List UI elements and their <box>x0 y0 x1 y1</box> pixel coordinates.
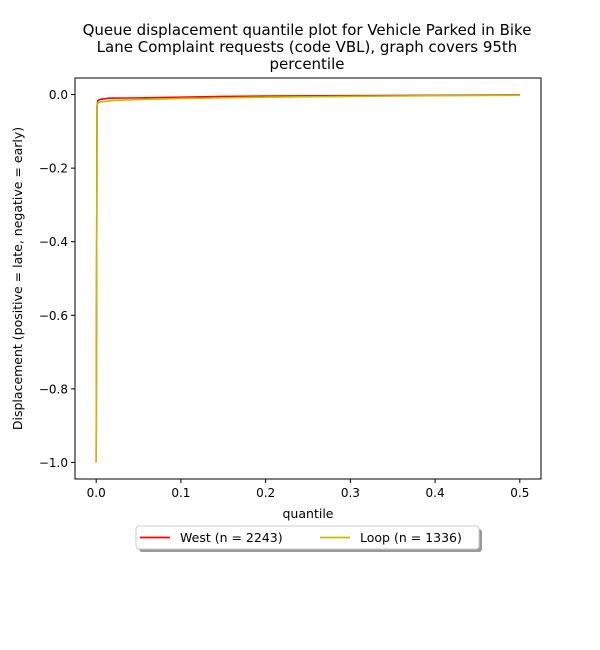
x-axis: 0.0 0.1 0.2 0.3 0.4 0.5 <box>87 479 529 500</box>
x-tick-label: 0.0 <box>87 486 106 500</box>
chart-title-line: Queue displacement quantile plot for Veh… <box>83 21 532 39</box>
y-tick-label: −1.0 <box>39 456 68 470</box>
y-tick-label: −0.4 <box>39 235 68 249</box>
plot-area <box>74 77 542 480</box>
chart-title-line: Lane Complaint requests (code VBL), grap… <box>97 38 518 56</box>
y-tick-label: 0.0 <box>49 88 68 102</box>
legend-box <box>135 525 480 550</box>
x-tick-label: 0.1 <box>171 486 190 500</box>
legend-label: Loop (n = 1336) <box>360 530 462 545</box>
series-line-west <box>95 94 520 463</box>
y-tick-label: −0.6 <box>39 309 68 323</box>
y-tick-label: −0.8 <box>39 382 68 396</box>
series-line-loop <box>95 94 520 463</box>
y-tick-label: −0.2 <box>39 162 68 176</box>
legend-label: West (n = 2243) <box>180 530 283 545</box>
y-axis: 0.0 −0.2 −0.4 −0.6 −0.8 −1.0 <box>39 88 75 470</box>
y-axis-label: Displacement (positive = late, negative … <box>10 127 25 430</box>
x-tick-label: 0.2 <box>256 486 275 500</box>
legend: West (n = 2243) Loop (n = 1336) <box>135 525 482 552</box>
x-axis-label: quantile <box>283 506 334 521</box>
chart-title: Queue displacement quantile plot for Veh… <box>83 21 532 73</box>
plot-frame <box>74 77 542 480</box>
chart-title-line: percentile <box>269 55 344 73</box>
x-tick-label: 0.3 <box>341 486 360 500</box>
x-tick-label: 0.4 <box>426 486 445 500</box>
x-tick-label: 0.5 <box>510 486 529 500</box>
